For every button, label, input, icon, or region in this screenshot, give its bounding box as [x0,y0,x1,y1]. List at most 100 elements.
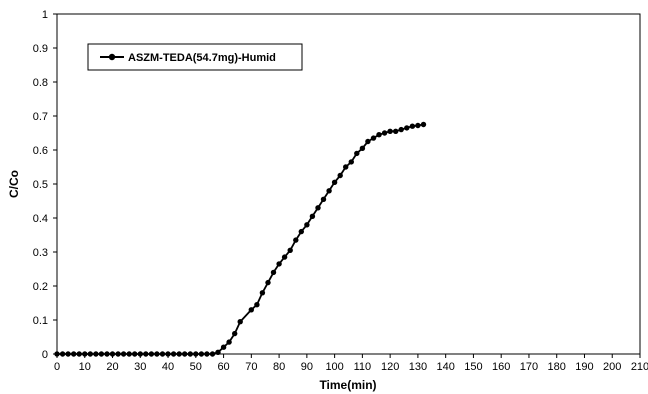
x-tick-label: 110 [354,361,372,373]
legend: ASZM-TEDA(54.7mg)-Humid [87,43,303,71]
legend-marker [108,53,116,61]
data-point [237,319,243,325]
data-point [276,261,282,267]
data-point [287,247,293,253]
data-point [320,196,327,202]
x-tick-label: 100 [325,361,343,373]
data-point [198,351,205,357]
data-point [126,351,132,357]
x-tick-label: 200 [603,361,621,373]
data-point [348,159,354,165]
data-point [404,125,410,131]
data-point [87,351,94,357]
data-point [293,237,299,243]
x-tick-label: 10 [79,361,91,373]
data-point [76,351,82,357]
x-tick-label: 90 [301,361,313,373]
x-tick-label: 190 [575,361,593,373]
data-point [281,254,288,260]
data-point [248,307,254,313]
data-point [220,344,227,350]
data-point [326,188,332,194]
data-point [365,138,371,145]
series-layer [54,121,427,357]
data-point [115,351,121,357]
data-point [187,351,193,357]
data-point [259,290,266,296]
data-point [170,351,177,357]
data-point [93,351,99,357]
x-tick-label: 180 [548,361,566,373]
data-point [59,351,66,357]
data-point [370,135,377,141]
data-point [359,145,366,151]
y-axis: 0 0.1 0.2 0.3 0.4 0.5 0.6 0.7 0.8 0.9 1 [33,9,57,361]
data-point [409,123,416,129]
data-point [193,351,199,357]
x-tick-label: 60 [217,361,229,373]
x-tick-label: 130 [409,361,427,373]
legend-label: ASZM-TEDA(54.7mg)-Humid [128,52,276,64]
x-tick-label: 40 [162,361,174,373]
data-point [381,130,388,136]
x-tick-label: 170 [520,361,538,373]
data-point [104,351,110,357]
y-tick-label: 0.8 [33,77,48,89]
y-tick-label: 0.9 [33,43,48,55]
data-point [109,351,116,357]
y-tick-label: 0.3 [33,247,48,259]
data-point [315,205,321,211]
data-point [265,279,271,286]
data-point [159,351,166,357]
data-point [209,351,216,357]
x-tick-label: 140 [436,361,454,373]
data-point [137,351,143,357]
data-point [165,351,171,357]
x-tick-label: 30 [134,361,146,373]
data-point [398,126,404,133]
y-tick-label: 0.2 [33,281,48,293]
data-point [376,132,382,138]
y-axis-title: C/Co [7,170,21,198]
data-point [176,351,182,357]
data-point [204,351,210,357]
x-tick-label: 70 [245,361,257,373]
data-point [82,351,88,357]
x-tick-label: 80 [273,361,285,373]
x-tick-label: 160 [492,361,510,373]
data-point [304,222,310,228]
x-axis-title: Time(min) [319,378,376,392]
data-point [226,339,232,345]
data-point [132,351,138,357]
x-axis: 0 10 20 30 40 50 60 70 80 90 100 110 120 130 140 150 160… [54,354,648,373]
data-point [415,122,421,129]
data-point [154,351,160,357]
data-point [148,351,155,357]
data-point [393,128,399,134]
data-point [331,179,338,185]
data-point [65,351,71,357]
y-tick-label: 1 [42,9,48,21]
data-point [270,269,277,276]
data-point [343,164,349,170]
data-point [254,302,260,308]
data-point [215,349,221,355]
data-point [98,351,105,357]
legend-box [87,43,303,71]
y-tick-label: 0.5 [33,179,48,191]
x-tick-label: 20 [106,361,118,373]
data-point [337,172,343,179]
data-point [120,351,127,357]
data-point [298,228,304,235]
y-tick-label: 0.6 [33,145,48,157]
y-tick-label: 0 [42,349,48,361]
data-point [182,351,188,357]
y-tick-label: 0.4 [33,213,48,225]
data-point [309,213,316,219]
x-tick-label: 50 [190,361,202,373]
x-tick-label: 210 [631,361,648,373]
x-tick-label: 150 [464,361,482,373]
data-point [232,330,238,337]
data-point [54,351,60,357]
